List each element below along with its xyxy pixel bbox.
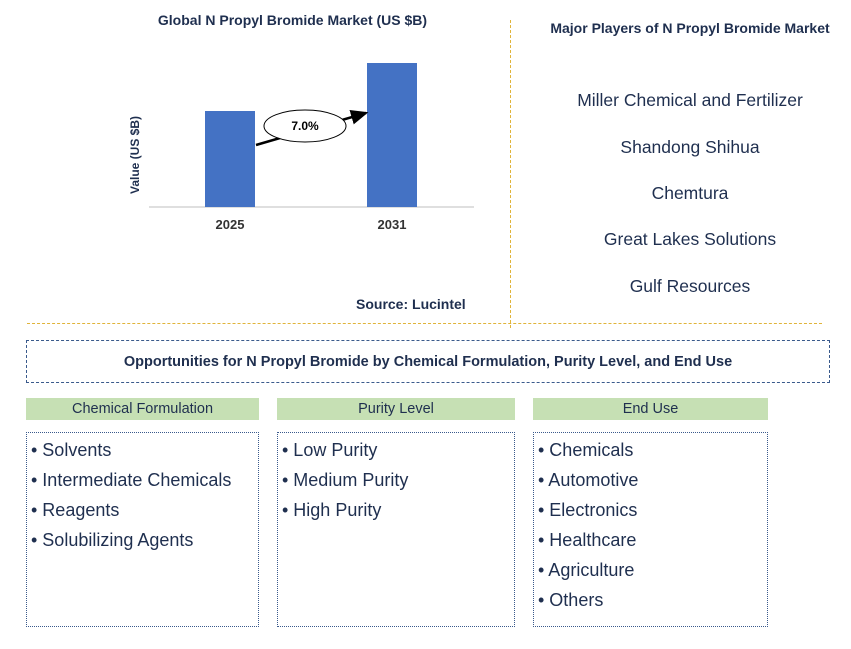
list-item: • Chemicals <box>538 440 634 460</box>
bar-2025 <box>205 111 255 207</box>
list-item: • Electronics <box>538 500 638 520</box>
list-item: • High Purity <box>282 500 382 520</box>
category-header: Chemical Formulation <box>26 398 259 420</box>
list-item: • Medium Purity <box>282 470 409 490</box>
source-label: Source: Lucintel <box>356 296 466 312</box>
bar-2031 <box>367 63 417 207</box>
list-item: • Healthcare <box>538 530 637 550</box>
x-tick-label: 2025 <box>216 217 245 232</box>
opportunities-title-text: Opportunities for N Propyl Bromide by Ch… <box>123 353 733 370</box>
category-list: • Chemicals • Automotive • Electronics •… <box>533 432 768 627</box>
player-item: Gulf Resources <box>629 276 751 296</box>
list-item: • Others <box>538 590 604 610</box>
bar-chart: Value (US $B) 2025 2031 7.0% <box>128 63 474 232</box>
list-item: • Agriculture <box>538 560 635 580</box>
player-item: Chemtura <box>651 183 729 203</box>
y-axis-label: Value (US $B) <box>128 116 142 194</box>
chart-title: Global N Propyl Bromide Market (US $B) <box>157 12 428 28</box>
list-item: • Automotive <box>538 470 639 490</box>
vertical-divider <box>510 20 511 328</box>
category-list: • Solvents • Intermediate Chemicals • Re… <box>26 432 259 627</box>
opportunities-title: Opportunities for N Propyl Bromide by Ch… <box>26 340 830 383</box>
category-header: End Use <box>533 398 768 420</box>
list-item: • Solvents <box>31 440 112 460</box>
horizontal-divider <box>27 323 822 324</box>
category-header: Purity Level <box>277 398 515 420</box>
player-item: Shandong Shihua <box>620 137 760 157</box>
players-title: Major Players of N Propyl Bromide Market <box>550 20 830 36</box>
cagr-bubble <box>263 109 347 143</box>
list-item: • Intermediate Chemicals <box>31 470 232 490</box>
list-item: • Low Purity <box>282 440 378 460</box>
cagr-label: 7.0% <box>291 119 319 133</box>
player-item: Miller Chemical and Fertilizer <box>577 90 803 110</box>
x-tick-label: 2031 <box>378 217 407 232</box>
list-item: • Reagents <box>31 500 120 520</box>
player-item: Great Lakes Solutions <box>603 229 777 249</box>
category-list: • Low Purity • Medium Purity • High Puri… <box>277 432 515 627</box>
list-item: • Solubilizing Agents <box>31 530 194 550</box>
